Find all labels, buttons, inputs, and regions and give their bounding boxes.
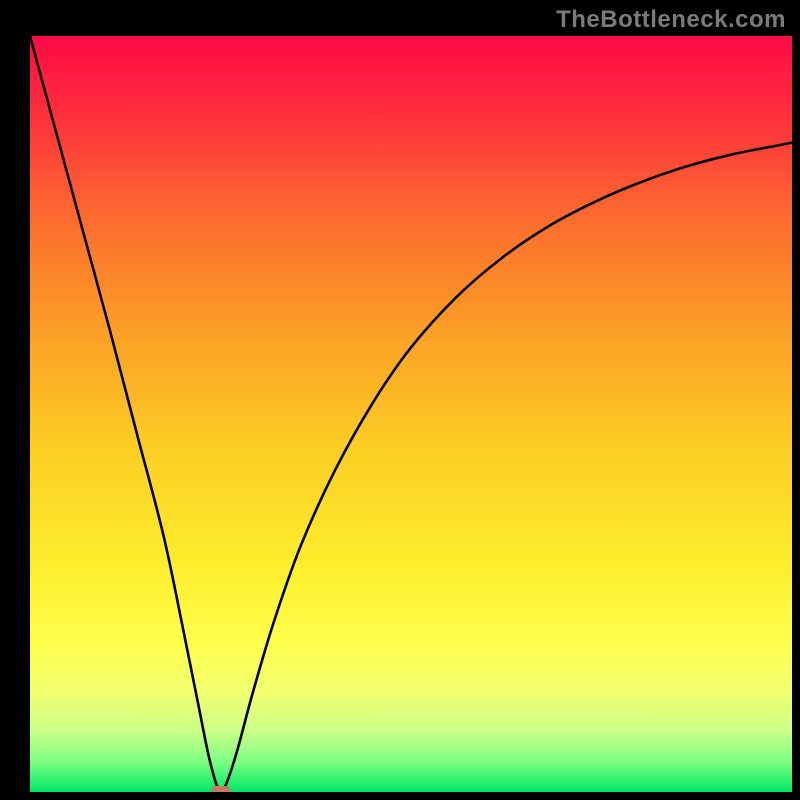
watermark-text: TheBottleneck.com [556, 6, 786, 34]
optimal-point-marker [211, 786, 231, 792]
plot-area [30, 36, 792, 792]
curve-layer [30, 36, 792, 792]
bottleneck-curve [30, 36, 792, 792]
